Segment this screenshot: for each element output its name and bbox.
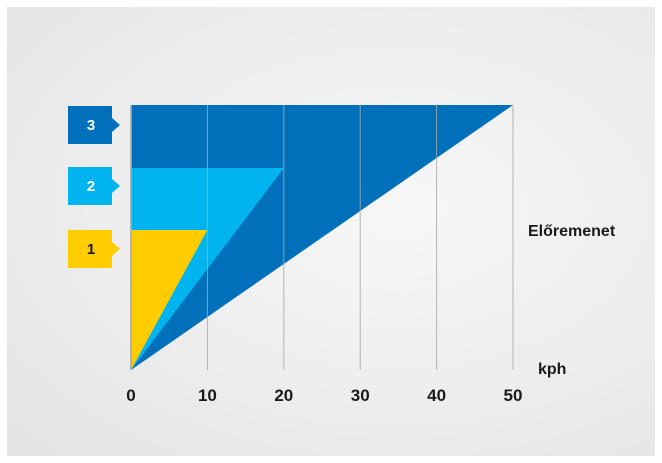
gear-3-marker (68, 106, 120, 144)
chart-panel (7, 7, 655, 456)
gear-3-label: 3 (87, 117, 95, 134)
x-axis-unit-label: kph (538, 361, 566, 378)
x-tick-label-0: 0 (126, 386, 135, 405)
x-axis-ticks: 0 10 20 30 40 50 (126, 386, 522, 405)
x-tick-label-30: 30 (351, 386, 370, 405)
gear-markers: 3 2 1 (68, 106, 120, 268)
gear-areas (131, 105, 513, 370)
direction-label: Előremenet (528, 223, 616, 240)
x-tick-label-50: 50 (504, 386, 523, 405)
grid-lines (130, 105, 514, 370)
gear-1-marker (68, 230, 120, 268)
x-tick-label-10: 10 (198, 386, 217, 405)
gear-1-area (131, 230, 208, 370)
gear-2-label: 2 (87, 178, 95, 195)
x-tick-label-20: 20 (274, 386, 293, 405)
gear-2-marker (68, 167, 120, 205)
gear-1-label: 1 (87, 241, 95, 258)
x-tick-label-40: 40 (427, 386, 446, 405)
